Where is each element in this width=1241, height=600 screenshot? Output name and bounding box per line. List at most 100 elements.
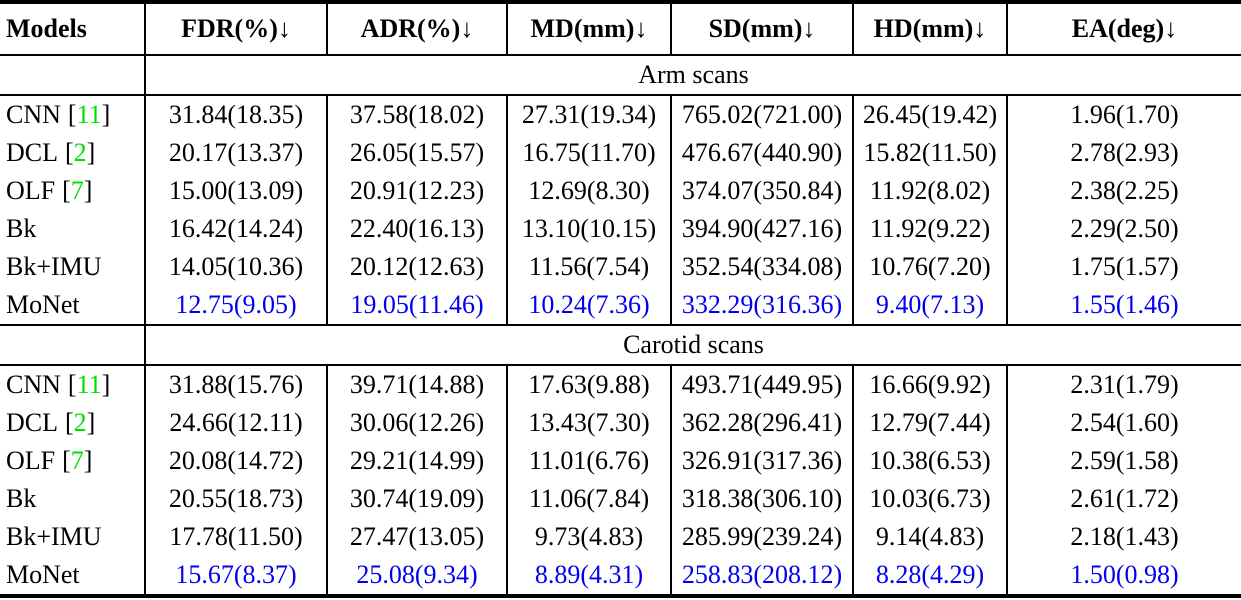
metric-value: 15.67(8.37) [144,556,327,596]
model-cell: CNN [11] [0,95,145,134]
section-row-arm: Arm scans [0,54,1241,96]
metric-value: 326.91(317.36) [670,442,853,480]
metric-value: 9.40(7.13) [852,286,1007,325]
metric-value: 20.08(14.72) [144,442,327,480]
metric-value: 394.90(427.16) [670,210,853,248]
model-label: OLF [6,446,56,475]
metric-value: 27.31(19.34) [506,95,671,134]
citation-bracket: [ [67,100,77,129]
citation-bracket: ] [83,446,93,475]
metric-value: 27.47(13.05) [326,518,507,556]
table-row: Bk+IMU 14.05(10.36) 20.12(12.63) 11.56(7… [0,248,1241,286]
metric-value: 8.89(4.31) [506,556,671,596]
metric-value: 2.29(2.50) [1006,210,1241,248]
model-label: MoNet [6,290,80,319]
metric-value: 493.71(449.95) [670,365,853,404]
metric-value: 8.28(4.29) [852,556,1007,596]
model-cell: OLF [7] [0,172,145,210]
table-row-monet: MoNet 12.75(9.05) 19.05(11.46) 10.24(7.3… [0,286,1241,325]
metric-value: 1.50(0.98) [1006,556,1241,596]
section-title: Arm scans [144,54,1241,96]
model-label: Bk+IMU [6,522,102,551]
model-label: CNN [6,370,61,399]
model-cell: MoNet [0,556,145,596]
metric-value: 17.78(11.50) [144,518,327,556]
metric-value: 2.54(1.60) [1006,404,1241,442]
table-row: OLF [7] 20.08(14.72) 29.21(14.99) 11.01(6… [0,442,1241,480]
metric-value: 332.29(316.36) [670,286,853,325]
metric-value: 765.02(721.00) [670,95,853,134]
citation-bracket: [ [62,446,71,475]
metric-value: 258.83(208.12) [670,556,853,596]
metric-value: 30.74(19.09) [326,480,507,518]
metric-value: 15.82(11.50) [852,134,1007,172]
model-cell: Bk [0,210,145,248]
metric-value: 11.92(9.22) [852,210,1007,248]
metric-value: 11.01(6.76) [506,442,671,480]
metric-value: 12.75(9.05) [144,286,327,325]
metric-value: 1.55(1.46) [1006,286,1241,325]
column-header-sd: SD(mm)↓ [670,2,853,56]
column-header-ea: EA(deg)↓ [1006,2,1241,56]
header-row: Models FDR(%)↓ ADR(%)↓ MD(mm)↓ SD(mm)↓ H… [0,2,1241,56]
metric-value: 12.79(7.44) [852,404,1007,442]
citation-bracket: [ [65,138,74,167]
citation-link[interactable]: 2 [73,408,87,437]
column-header-hd: HD(mm)↓ [852,2,1007,56]
metric-value: 19.05(11.46) [326,286,507,325]
model-label: MoNet [6,560,80,589]
table-row: Bk+IMU 17.78(11.50) 27.47(13.05) 9.73(4.… [0,518,1241,556]
model-cell: Bk+IMU [0,518,145,556]
metric-value: 16.42(14.24) [144,210,327,248]
section-empty-cell [0,324,145,366]
metric-value: 2.78(2.93) [1006,134,1241,172]
section-empty-cell [0,54,145,96]
metric-value: 17.63(9.88) [506,365,671,404]
metric-value: 2.59(1.58) [1006,442,1241,480]
metric-value: 20.55(18.73) [144,480,327,518]
model-label: DCL [6,138,58,167]
model-label: Bk+IMU [6,252,102,281]
table-row-monet: MoNet 15.67(8.37) 25.08(9.34) 8.89(4.31)… [0,556,1241,596]
model-label: OLF [6,176,56,205]
metric-value: 37.58(18.02) [326,95,507,134]
metric-value: 1.75(1.57) [1006,248,1241,286]
citation-link[interactable]: 7 [70,446,84,475]
table-row: Bk 16.42(14.24) 22.40(16.13) 13.10(10.15… [0,210,1241,248]
section-row-carotid: Carotid scans [0,324,1241,366]
citation-link[interactable]: 11 [76,370,102,399]
metric-value: 2.38(2.25) [1006,172,1241,210]
metric-value: 14.05(10.36) [144,248,327,286]
metric-value: 10.24(7.36) [506,286,671,325]
metric-value: 16.66(9.92) [852,365,1007,404]
citation-bracket: ] [83,176,93,205]
metric-value: 476.67(440.90) [670,134,853,172]
metric-value: 20.17(13.37) [144,134,327,172]
metric-value: 10.76(7.20) [852,248,1007,286]
model-cell: Bk [0,480,145,518]
model-cell: DCL [2] [0,134,145,172]
metric-value: 2.31(1.79) [1006,365,1241,404]
metric-value: 15.00(13.09) [144,172,327,210]
model-label: CNN [6,100,61,129]
section-title: Carotid scans [144,324,1241,366]
metric-value: 39.71(14.88) [326,365,507,404]
metric-value: 20.91(12.23) [326,172,507,210]
citation-bracket: [ [65,408,74,437]
citation-link[interactable]: 11 [76,100,102,129]
metric-value: 26.45(19.42) [852,95,1007,134]
metric-value: 31.88(15.76) [144,365,327,404]
citation-link[interactable]: 2 [73,138,87,167]
citation-bracket: ] [101,370,111,399]
metric-value: 20.12(12.63) [326,248,507,286]
citation-bracket: [ [67,370,77,399]
citation-link[interactable]: 7 [70,176,84,205]
column-header-adr: ADR(%)↓ [326,2,507,56]
metric-value: 10.38(6.53) [852,442,1007,480]
model-cell: MoNet [0,286,145,325]
model-cell: Bk+IMU [0,248,145,286]
metric-value: 318.38(306.10) [670,480,853,518]
metric-value: 9.14(4.83) [852,518,1007,556]
metric-value: 10.03(6.73) [852,480,1007,518]
